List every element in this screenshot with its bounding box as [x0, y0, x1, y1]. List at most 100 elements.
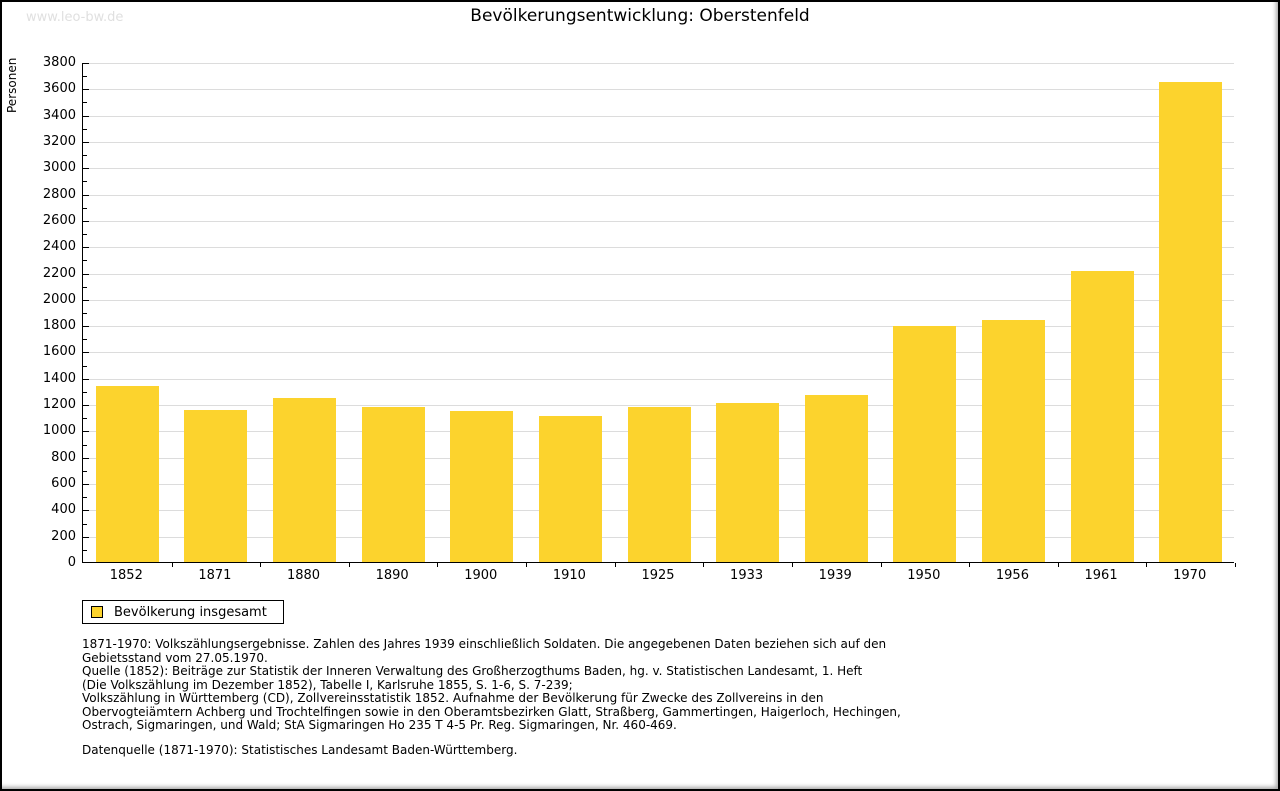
y-tick — [83, 115, 89, 117]
x-tick — [969, 563, 971, 567]
y-tick-label: 1200 — [42, 397, 76, 413]
gridline — [83, 247, 1234, 249]
y-tick-label: 400 — [51, 502, 76, 518]
bar-1910 — [538, 415, 602, 562]
chart-title: Bevölkerungsentwicklung: Oberstenfeld — [470, 6, 810, 26]
bar-1880 — [273, 397, 337, 562]
x-tick-label: 1910 — [552, 568, 586, 583]
x-tick — [171, 563, 173, 567]
y-tick-label: 1000 — [42, 423, 76, 439]
x-tick — [880, 563, 882, 567]
bar-1970 — [1159, 81, 1223, 562]
y-tick — [83, 365, 87, 367]
bar-1933 — [716, 402, 780, 562]
y-tick — [83, 391, 87, 393]
bar-1871 — [184, 410, 248, 562]
y-tick — [83, 378, 89, 380]
y-tick-label: 2200 — [42, 265, 76, 281]
datasource-line: Datenquelle (1871-1970): Statistisches L… — [82, 743, 518, 757]
gridline — [83, 141, 1234, 143]
x-tick — [260, 563, 262, 567]
gridline — [83, 168, 1234, 170]
x-tick — [437, 563, 439, 567]
x-tick-label: 1890 — [375, 568, 409, 583]
bar-1950 — [893, 326, 957, 562]
x-tick-label: 1950 — [907, 568, 941, 583]
y-tick-label: 3200 — [42, 133, 76, 149]
y-tick — [83, 431, 89, 433]
y-tick — [83, 220, 89, 222]
x-tick — [614, 563, 616, 567]
gridline — [83, 405, 1234, 407]
y-tick — [83, 299, 89, 301]
y-tick — [83, 141, 89, 143]
y-tick — [83, 155, 87, 157]
footnote-line: Volkszählung in Württemberg (CD), Zollve… — [82, 691, 824, 705]
y-axis-ticks: 0 200 400 600 800 1000 1200 1400 1600 1800 2000 220… — [2, 55, 76, 570]
x-tick — [791, 563, 793, 567]
x-tick — [1235, 563, 1236, 567]
watermark: www.leo-bw.de — [26, 10, 124, 25]
y-tick — [83, 234, 87, 236]
x-tick-label: 1970 — [1173, 568, 1207, 583]
y-tick-label: 2400 — [42, 239, 76, 255]
y-tick-label: 2600 — [42, 212, 76, 228]
x-axis-labels: 1852 1871 1880 1890 1900 1910 1925 1933 1939 1950… — [82, 568, 1234, 586]
y-tick — [83, 457, 89, 459]
y-tick-label: 0 — [67, 555, 76, 570]
gridline — [83, 326, 1234, 328]
y-tick-label: 3000 — [42, 160, 76, 176]
y-tick — [83, 523, 87, 525]
bar-1900 — [450, 410, 514, 562]
y-tick — [83, 339, 87, 341]
gridline — [83, 89, 1234, 91]
y-tick-label: 1600 — [42, 344, 76, 360]
y-tick — [83, 484, 89, 486]
y-tick — [83, 181, 87, 183]
footnote-line: Obervogteiämtern Achberg und Trochtelfin… — [82, 704, 901, 719]
y-tick-label: 600 — [51, 476, 76, 492]
gridline — [83, 220, 1234, 222]
y-tick-label: 1800 — [42, 318, 76, 334]
bar-1852 — [95, 386, 159, 562]
x-tick-label: 1900 — [464, 568, 498, 583]
y-tick — [83, 102, 87, 104]
x-tick — [1057, 563, 1059, 567]
x-tick-label: 1852 — [109, 568, 143, 583]
y-tick — [83, 510, 89, 512]
y-tick — [83, 326, 89, 328]
y-tick — [83, 260, 87, 262]
bar-1890 — [361, 407, 425, 562]
gridline — [83, 115, 1234, 117]
y-tick — [83, 405, 89, 407]
footnote-line: Ostrach, Sigmaringen, und Wald; StA Sigm… — [82, 718, 677, 732]
gridline — [83, 63, 1234, 64]
y-tick — [83, 352, 89, 354]
y-tick — [83, 168, 89, 170]
y-tick — [83, 207, 87, 209]
y-tick — [83, 247, 89, 249]
x-tick-label: 1933 — [730, 568, 764, 583]
y-tick — [83, 63, 89, 64]
footnote-line: 1871-1970: Volkszählungsergebnisse. Zahl… — [82, 637, 887, 651]
gridline — [83, 352, 1234, 354]
y-tick-label: 1400 — [42, 370, 76, 386]
bar-1939 — [804, 394, 868, 562]
y-tick — [83, 418, 87, 420]
y-tick — [83, 128, 87, 130]
x-tick — [703, 563, 705, 567]
x-tick — [1146, 563, 1148, 567]
y-tick-label: 3400 — [42, 107, 76, 123]
legend-swatch — [91, 606, 103, 618]
x-tick-label: 1880 — [286, 568, 321, 583]
y-tick-label: 3600 — [42, 81, 76, 97]
y-tick-label: 2000 — [42, 291, 76, 307]
x-tick-label: 1956 — [995, 568, 1029, 583]
bar-1961 — [1070, 271, 1134, 562]
gridline — [83, 378, 1234, 380]
y-tick — [83, 194, 89, 196]
gridline — [83, 299, 1234, 301]
y-tick-label: 200 — [51, 528, 76, 544]
y-tick — [83, 549, 87, 551]
footnote-line: (Die Volkszählung im Dezember 1852), Tab… — [82, 677, 573, 692]
